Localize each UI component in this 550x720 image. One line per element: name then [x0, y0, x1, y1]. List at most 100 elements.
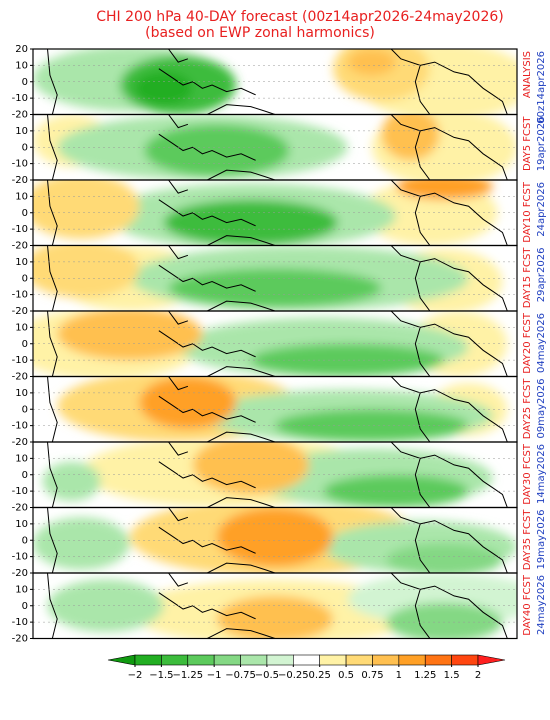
panel-date: 19may2026 [536, 510, 547, 570]
coastline [158, 330, 256, 358]
coastline [168, 49, 189, 63]
coastline [158, 461, 256, 489]
y-tick-label: -10 [12, 486, 28, 497]
coastline [390, 245, 508, 311]
y-tick-label: 10 [15, 519, 28, 530]
coastline [414, 589, 431, 639]
field [42, 442, 493, 508]
colorbar-box [345, 654, 373, 666]
colorbar-label: −1.25 [172, 670, 203, 681]
y-tick-label: -10 [12, 355, 28, 366]
colorbar-label: 0.25 [309, 670, 331, 681]
anomaly-blob [33, 245, 140, 298]
y-tick-label: -10 [12, 159, 28, 170]
field [33, 180, 498, 246]
panel-field [33, 114, 517, 180]
panel-field [33, 442, 517, 508]
coastline [168, 507, 189, 522]
anomaly-blob [144, 124, 290, 177]
colorbar-box [266, 654, 294, 666]
field [33, 311, 508, 377]
coastline [207, 431, 276, 442]
panel-label: ANALYSIS [522, 51, 533, 98]
panel-date: 14may2026 [536, 444, 547, 504]
panel-label: DAY20 FCST [522, 312, 533, 374]
coastline [47, 245, 58, 311]
colorbar-label: −1 [207, 670, 222, 681]
coastline [414, 196, 431, 246]
anomaly-blob [216, 507, 334, 567]
y-tick-label: -20 [12, 372, 28, 383]
y-tick-label: 0 [22, 601, 28, 612]
y-tick-label: -20 [12, 568, 28, 579]
colorbar-label: −1.5 [149, 670, 173, 681]
anomaly-blob [33, 180, 140, 239]
coastline [207, 300, 276, 311]
y-tick-label: 10 [15, 257, 28, 268]
y-tick-label: 0 [22, 535, 28, 546]
anomaly-blob [275, 409, 469, 442]
y-tick-label: 10 [15, 453, 28, 464]
colorbar-extend-low [107, 654, 136, 666]
panel-date: 04may2026 [536, 313, 547, 373]
colorbar-label: 2 [475, 670, 481, 681]
panel-date: 24may2026 [536, 575, 547, 635]
panel-date: 19apr2026 [536, 117, 547, 172]
colorbar-box [161, 654, 189, 666]
coastline [414, 523, 431, 573]
panel-date: 00z14apr2026 [536, 51, 547, 124]
coastline [207, 169, 276, 180]
coastline [168, 573, 189, 587]
coastline [207, 497, 276, 508]
y-tick-label: 10 [15, 191, 28, 202]
colorbar-box [372, 654, 400, 666]
y-tick-label: 20 [15, 44, 28, 55]
panel-field [33, 507, 517, 573]
coastline [158, 526, 256, 554]
y-tick-label: -10 [12, 552, 28, 563]
coastline [158, 395, 256, 423]
coastline [207, 562, 276, 573]
y-tick-label: 0 [22, 77, 28, 88]
y-tick-label: 10 [15, 322, 28, 333]
anomaly-blob [47, 579, 164, 632]
y-tick-label: 0 [22, 208, 28, 219]
y-tick-label: 0 [22, 142, 28, 153]
coastline [390, 311, 508, 377]
panel-label: DAY25 FCST [522, 378, 533, 440]
colorbar-box [240, 654, 268, 666]
anomaly-blob [216, 595, 334, 639]
anomaly-blob [134, 71, 193, 105]
anomaly-blob [33, 517, 130, 570]
colorbar-box [293, 654, 320, 666]
coastline [47, 376, 58, 442]
anomaly-blob [381, 114, 440, 161]
anomaly-blob [139, 376, 237, 429]
colorbar-box [398, 654, 426, 666]
field [57, 376, 508, 442]
colorbar-label: 0.75 [361, 670, 383, 681]
colorbar-label: 1.5 [444, 670, 460, 681]
coastline [390, 442, 508, 508]
coastline [390, 376, 508, 442]
colorbar-box [451, 654, 479, 666]
y-tick-label: -20 [12, 503, 28, 514]
coastline [414, 458, 431, 508]
coastline [168, 114, 189, 129]
colorbar-box [424, 654, 452, 666]
coastline [168, 376, 189, 391]
colorbar-label: −0.25 [278, 670, 309, 681]
coastline [207, 235, 276, 246]
coastline [414, 392, 431, 442]
coastline [158, 199, 256, 227]
colorbar-box [134, 654, 162, 666]
colorbar-label: −2 [128, 670, 143, 681]
coastline [414, 261, 431, 311]
panel-field [33, 49, 517, 115]
coastline [390, 507, 508, 573]
coastline [158, 264, 256, 292]
coastline [390, 573, 508, 639]
coastline [414, 327, 431, 377]
panel-field [33, 573, 517, 639]
